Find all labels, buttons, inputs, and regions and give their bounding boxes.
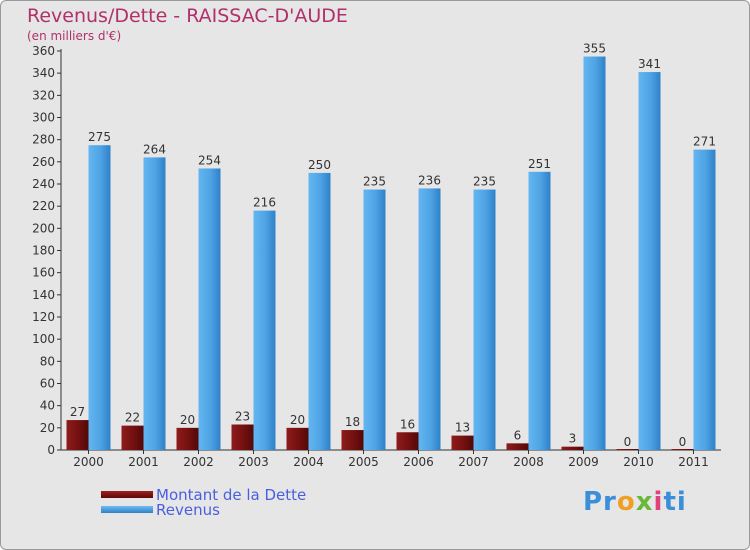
- data-label-dette: 13: [455, 421, 470, 435]
- y-tick-label: 200: [32, 221, 55, 235]
- bar-dette: [396, 432, 419, 450]
- x-tick-label: 2004: [293, 455, 324, 469]
- y-tick-label: 160: [32, 266, 55, 280]
- y-tick-label: 60: [40, 377, 55, 391]
- x-tick-label: 2007: [458, 455, 489, 469]
- data-label-dette: 18: [345, 415, 360, 429]
- bar-revenus: [693, 149, 716, 450]
- bar-revenus: [528, 171, 551, 450]
- data-label-dette: 0: [679, 435, 687, 449]
- y-tick-label: 80: [40, 354, 55, 368]
- bar-dette: [231, 424, 254, 450]
- bar-revenus: [308, 172, 331, 450]
- data-label-revenus: 275: [88, 130, 111, 144]
- bar-dette: [341, 430, 364, 450]
- bar-revenus: [363, 189, 386, 450]
- data-label-revenus: 236: [418, 173, 441, 187]
- data-label-revenus: 250: [308, 158, 331, 172]
- y-tick-label: 360: [32, 44, 55, 58]
- data-label-revenus: 264: [143, 142, 166, 156]
- data-label-dette: 16: [400, 417, 415, 431]
- bar-revenus: [198, 168, 221, 450]
- y-tick-label: 280: [32, 133, 55, 147]
- bar-dette: [506, 443, 529, 450]
- data-label-dette: 23: [235, 410, 250, 424]
- data-label-revenus: 251: [528, 157, 551, 171]
- bar-dette: [561, 446, 584, 450]
- y-tick-label: 20: [40, 421, 55, 435]
- data-label-dette: 27: [70, 405, 85, 419]
- y-tick-label: 300: [32, 111, 55, 125]
- legend-label-dette: Montant de la Dette: [156, 486, 307, 504]
- bar-dette: [176, 427, 199, 450]
- bar-revenus: [88, 145, 111, 451]
- y-tick-label: 40: [40, 399, 55, 413]
- y-tick-label: 260: [32, 155, 55, 169]
- y-tick-label: 140: [32, 288, 55, 302]
- bar-dette: [121, 425, 144, 450]
- data-label-dette: 3: [569, 432, 577, 446]
- x-tick-label: 2005: [348, 455, 379, 469]
- bar-revenus: [143, 157, 166, 450]
- data-label-dette: 6: [514, 428, 522, 442]
- bars: [66, 56, 716, 451]
- bar-dette: [451, 435, 474, 450]
- data-label-dette: 22: [125, 411, 140, 425]
- y-tick-label: 0: [47, 443, 55, 457]
- data-label-revenus: 355: [583, 42, 606, 56]
- bar-dette: [616, 449, 639, 450]
- legend-swatch-revenus: [101, 506, 153, 513]
- proxiti-logo: Proxiti: [583, 487, 687, 517]
- y-tick-label: 320: [32, 88, 55, 102]
- bar-revenus: [473, 189, 496, 450]
- y-tick-label: 220: [32, 199, 55, 213]
- data-label-dette: 0: [624, 435, 632, 449]
- x-tick-label: 2002: [183, 455, 214, 469]
- data-label-revenus: 235: [363, 175, 386, 189]
- data-labels: 27 275 22 264 20 254 23 216 20 250 18 235 16 236 13 235…: [70, 42, 716, 449]
- legend-swatch-dette: [101, 491, 153, 498]
- x-tick-label: 2006: [403, 455, 434, 469]
- data-label-dette: 20: [290, 413, 305, 427]
- data-label-revenus: 271: [693, 135, 716, 149]
- x-tick-label: 2003: [238, 455, 269, 469]
- axes: 0204060801001201401601802002202402602803…: [32, 44, 721, 469]
- data-label-revenus: 254: [198, 153, 221, 167]
- data-label-revenus: 341: [638, 57, 661, 71]
- x-tick-label: 2001: [128, 455, 159, 469]
- x-tick-label: 2000: [73, 455, 104, 469]
- chart-title: Revenus/Dette - RAISSAC-D'AUDE: [27, 5, 348, 27]
- x-tick-label: 2010: [623, 455, 654, 469]
- bar-revenus: [418, 188, 441, 450]
- x-tick-label: 2009: [568, 455, 599, 469]
- y-tick-label: 180: [32, 244, 55, 258]
- bar-dette: [671, 449, 694, 450]
- data-label-dette: 20: [180, 413, 195, 427]
- x-tick-label: 2008: [513, 455, 544, 469]
- bar-dette: [286, 427, 309, 450]
- bar-dette: [66, 420, 89, 450]
- data-label-revenus: 216: [253, 196, 276, 210]
- bar-revenus: [583, 56, 606, 451]
- legend-label-revenus: Revenus: [156, 501, 220, 519]
- data-label-revenus: 235: [473, 175, 496, 189]
- bar-revenus: [638, 72, 661, 450]
- chart-subtitle: (en milliers d'€): [27, 29, 122, 43]
- bar-revenus: [253, 210, 276, 450]
- y-tick-label: 240: [32, 177, 55, 191]
- y-tick-label: 120: [32, 310, 55, 324]
- y-tick-label: 340: [32, 66, 55, 80]
- x-tick-label: 2011: [678, 455, 709, 469]
- y-tick-label: 100: [32, 332, 55, 346]
